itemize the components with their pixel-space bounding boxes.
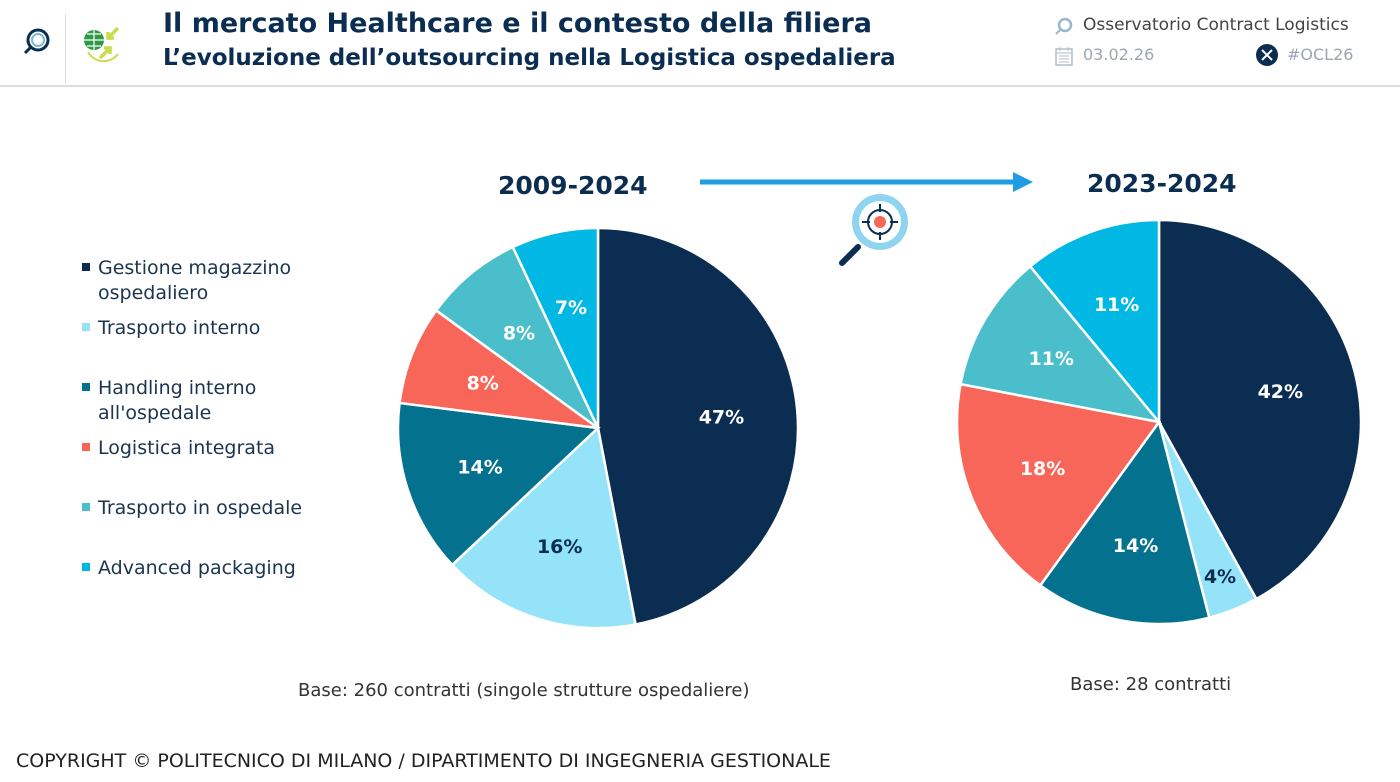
legend-label: ospedaliero [98,282,209,304]
legend-item: Logistica integrata [82,436,275,461]
legend-item: Advanced packaging [82,556,296,581]
header-divider [65,14,66,84]
search-logo-icon [1055,17,1073,35]
hashtag: #OCL26 [1287,45,1354,64]
base-note-right: Base: 28 contratti [1070,674,1232,695]
pie-title-left: 2009-2024 [498,171,648,200]
header: Il mercato Healthcare e il contesto dell… [0,0,1400,87]
pie-data-label: 42% [1258,381,1303,403]
legend-swatch [82,443,90,451]
legend-swatch [82,323,90,331]
pie-slice [955,382,1162,588]
legend-item: Trasporto in ospedale [82,496,302,521]
legend-label: Gestione magazzino [98,257,292,279]
pie-slice [1028,218,1161,426]
pie-data-label: 8% [503,322,535,344]
legend-label: Logistica integrata [98,437,276,459]
pie-slice [511,226,600,429]
observatory-name: Osservatorio Contract Logistics [1083,15,1349,35]
legend-swatch [82,263,90,271]
pie-data-label: 8% [467,372,499,394]
legend-swatch [82,503,90,511]
pie-slice [959,264,1163,424]
pie-slice [398,308,599,430]
base-note-left: Base: 260 contratti (singole strutture o… [298,680,750,701]
pie-slice [1157,218,1363,601]
pie-slice [1038,419,1211,626]
legend-item: Handling interno all'ospedale [82,376,256,426]
event-date: 03.02.26 [1083,45,1155,64]
magnifier-target-icon [839,194,908,266]
pie-data-label: 18% [1020,458,1065,480]
legend-item: Gestione magazzino ospedaliero [82,256,291,306]
pie-data-label: 14% [1113,535,1158,557]
pie-title-right: 2023-2024 [1087,169,1237,198]
pie-slice [434,245,600,430]
pie-data-label: 4% [1204,566,1236,588]
legend-label: all'ospedale [98,402,212,424]
legend-label: Handling interno [98,377,257,399]
legend-label: Advanced packaging [98,557,296,579]
legend-swatch [82,383,90,391]
page-title: Il mercato Healthcare e il contesto dell… [163,8,872,39]
calendar-icon [1055,47,1073,66]
pie-data-label: 7% [555,297,587,319]
copyright: COPYRIGHT © POLITECNICO DI MILANO / DIPA… [16,750,831,772]
legend-label: Trasporto interno [98,317,261,339]
page-subtitle: L’evoluzione dell’outsourcing nella Logi… [163,45,896,71]
arrow-icon [700,172,1033,192]
pie-data-label: 14% [457,456,502,478]
legend-label: Trasporto in ospedale [98,497,303,519]
legend-swatch [82,563,90,571]
pie-data-label: 11% [1094,294,1139,316]
pie-slice [450,425,637,630]
pie-slice [596,226,800,626]
pie-data-label: 16% [537,536,582,558]
pie-slice [396,401,601,567]
pie-data-label: 47% [699,406,744,428]
observatory-logo-icon [23,28,50,55]
logistics-globe-logo-icon [84,26,120,63]
x-twitter-icon[interactable] [1256,44,1278,66]
pie-data-label: 11% [1028,348,1073,370]
legend-item: Trasporto interno [82,316,260,341]
